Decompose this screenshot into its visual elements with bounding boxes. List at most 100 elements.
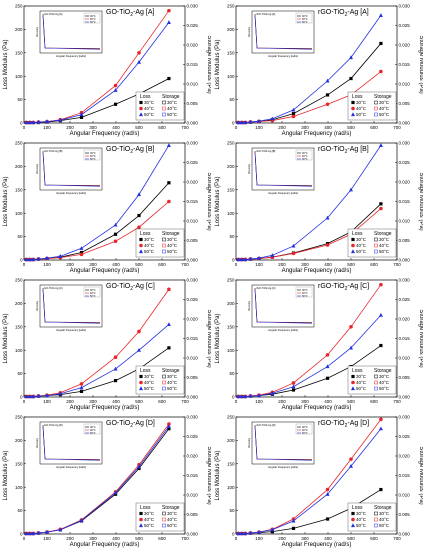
- y2-tick-label: 0.020: [187, 180, 199, 185]
- data-point: [325, 487, 330, 492]
- legend-loss-marker: [351, 106, 355, 111]
- data-point: [31, 531, 36, 536]
- legend-storage-marker: [162, 249, 166, 254]
- x-tick-label: 300: [89, 536, 97, 541]
- y-tick-label: 0: [20, 258, 23, 263]
- legend-storage-header: Storage: [374, 94, 392, 100]
- data-point: [137, 51, 141, 55]
- data-point: [270, 391, 275, 395]
- y2-tick-label: 0.020: [399, 317, 411, 322]
- data-point: [79, 518, 84, 523]
- series-line: [238, 15, 382, 123]
- data-point: [379, 202, 383, 206]
- chart-title: GO-TiO2-Ag [B]: [106, 146, 154, 155]
- y-tick-label: 100: [15, 348, 23, 353]
- data-point: [325, 215, 330, 220]
- y2-tick-label: 0.020: [399, 180, 411, 185]
- x-tick-label: 400: [324, 536, 332, 541]
- inset-legend-label: 30°C: [90, 152, 96, 155]
- legend-storage-label: 50°C: [167, 249, 178, 254]
- x-tick-label: 0: [235, 536, 238, 541]
- data-point: [379, 343, 383, 348]
- legend-storage-label: 50°C: [379, 112, 390, 117]
- y-axis-label: Loss Modulus (Pa): [215, 39, 221, 89]
- legend-loss-label: 30°C: [144, 100, 155, 105]
- y2-tick-label: 0.010: [187, 219, 199, 224]
- x-tick-label: 100: [255, 536, 263, 541]
- y2-tick-label: 0.030: [187, 278, 199, 283]
- x-axis-label: Angular Frequency (rad/s): [70, 131, 140, 137]
- data-point: [166, 322, 171, 327]
- x-tick-label: 400: [112, 262, 120, 267]
- inset-legend-box: [83, 149, 101, 161]
- legend-loss-header: Loss: [140, 505, 151, 511]
- legend-storage-marker: [162, 237, 166, 242]
- legend-storage-marker: [374, 374, 378, 379]
- legend-storage-header: Storage: [162, 231, 180, 237]
- y2-tick-label: 0.000: [399, 121, 411, 126]
- y-tick-label: 250: [227, 415, 235, 420]
- y-axis-label: Loss Modulus (Pa): [3, 313, 9, 363]
- y-tick-label: 250: [227, 278, 235, 283]
- x-tick-label: 500: [135, 536, 143, 541]
- y2-tick-label: 0.000: [399, 395, 411, 400]
- legend-storage-header: Storage: [374, 231, 392, 237]
- y2-tick-label: 0.025: [187, 160, 199, 165]
- data-point: [270, 253, 275, 257]
- data-point: [248, 119, 253, 124]
- x-tick-label: 0: [23, 399, 26, 404]
- y2-axis-label: Storage Modulus (Pa): [418, 309, 423, 367]
- inset-y-label: Viscosity: [35, 163, 39, 174]
- x-tick-label: 600: [370, 262, 378, 267]
- legend-storage-label: 40°C: [167, 380, 178, 385]
- x-tick-label: 0: [235, 262, 238, 267]
- legend-storage-header: Storage: [162, 505, 180, 511]
- legend-storage-label: 30°C: [379, 511, 390, 516]
- legend-loss-header: Loss: [352, 94, 363, 100]
- y2-tick-label: 0.015: [399, 473, 411, 478]
- legend-storage-marker: [162, 511, 166, 516]
- x-tick-label: 400: [112, 399, 120, 404]
- data-point: [236, 394, 241, 399]
- inset-legend: 30°C40°C50°C: [83, 286, 101, 298]
- inset-legend: 30°C40°C50°C: [295, 286, 313, 298]
- x-tick-label: 0: [235, 125, 238, 130]
- x-tick-label: 600: [370, 125, 378, 130]
- legend-loss-marker: [139, 243, 143, 248]
- y2-tick-label: 0.020: [399, 43, 411, 48]
- legend-storage-marker: [374, 380, 378, 385]
- x-axis-label: Angular Frequency (rad/s): [70, 268, 140, 274]
- data-point: [325, 376, 330, 380]
- inset-legend-label: 50°C: [90, 432, 96, 435]
- inset-title: rGO-TiO2-Ag [D]: [256, 423, 276, 427]
- y-tick-label: 200: [15, 301, 23, 306]
- data-point: [325, 243, 330, 247]
- x-tick-label: 400: [112, 125, 120, 130]
- y2-tick-label: 0.015: [399, 62, 411, 67]
- legend-loss-marker: [139, 100, 143, 105]
- legend-loss-label: 40°C: [144, 380, 155, 385]
- inset-legend-label: 40°C: [302, 292, 308, 295]
- legend-loss-marker: [139, 106, 143, 111]
- legend-loss-label: 30°C: [144, 374, 155, 379]
- legend-loss-marker: [139, 374, 143, 379]
- x-tick-label: 100: [255, 399, 263, 404]
- legend-storage-marker: [374, 523, 378, 528]
- legend-loss-label: 30°C: [356, 100, 367, 105]
- y2-axis-label: Storage Modulus (Pa): [418, 35, 423, 93]
- y2-tick-label: 0.025: [399, 160, 411, 165]
- data-point: [113, 222, 118, 227]
- data-point: [257, 118, 261, 123]
- legend-storage-label: 40°C: [379, 243, 390, 248]
- y-tick-label: 0: [20, 121, 23, 126]
- chart-title: GO-TiO2-Ag [C]: [106, 283, 155, 292]
- inset-curve: [42, 152, 101, 187]
- legend-storage-label: 40°C: [167, 243, 178, 248]
- x-axis-label: Angular Frequency (rad/s): [70, 542, 140, 548]
- legend-storage-marker: [374, 112, 378, 117]
- data-point: [243, 531, 248, 536]
- y-tick-label: 100: [227, 348, 235, 353]
- series-line: [238, 145, 382, 260]
